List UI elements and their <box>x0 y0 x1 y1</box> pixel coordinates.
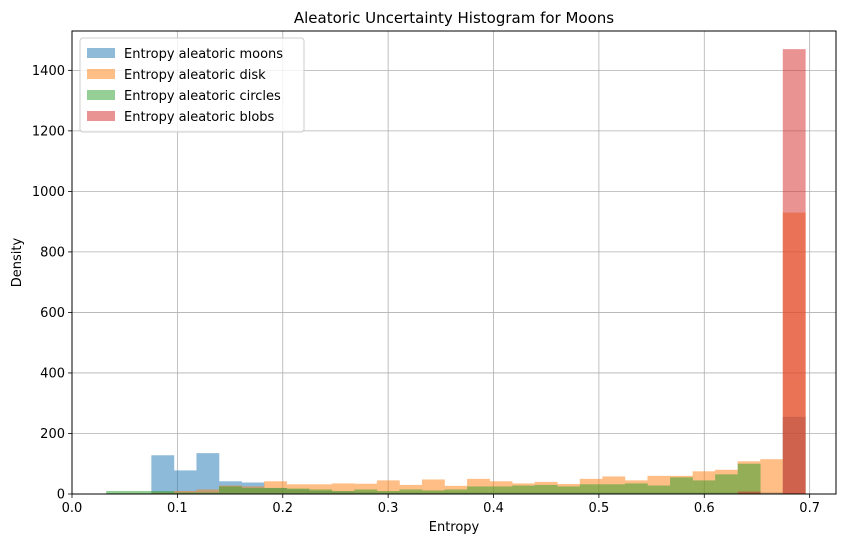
x-axis-label: Entropy <box>429 520 480 535</box>
histogram-bar <box>737 491 761 494</box>
legend-entry: Entropy aleatoric circles <box>124 89 281 104</box>
x-tick-label: 0.7 <box>799 501 820 516</box>
legend-swatch <box>87 111 115 121</box>
y-tick-label: 0 <box>57 488 65 503</box>
histogram-bar <box>534 484 558 494</box>
histogram-bar <box>173 470 197 494</box>
y-tick-label: 800 <box>40 245 65 260</box>
histogram-bar <box>219 486 242 494</box>
histogram-bar <box>489 486 513 494</box>
histogram-bar <box>512 485 536 494</box>
histogram-bar <box>737 463 761 494</box>
series-3-bars <box>737 49 806 495</box>
series-2-bars <box>106 463 761 494</box>
histogram-bar <box>128 490 152 494</box>
y-tick-label: 1000 <box>32 185 65 200</box>
histogram-bar <box>264 487 287 494</box>
legend-swatch <box>87 48 115 58</box>
legend-entry: Entropy aleatoric disk <box>124 68 266 83</box>
histogram-bar <box>309 484 333 494</box>
histogram-bar <box>331 483 355 494</box>
axis-ticks: 0.0 0.1 0.2 0.3 0.4 0.5 0.6 0.7 0 200 400 600 800 100… <box>32 64 820 516</box>
y-tick-label: 600 <box>40 306 65 321</box>
histogram-bar <box>173 492 197 494</box>
histogram-bar <box>354 489 378 494</box>
legend: Entropy aleatoric moons Entropy aleatoric… <box>79 37 305 133</box>
histogram-bar <box>151 490 175 494</box>
y-axis-label: Density <box>10 237 25 287</box>
x-tick-label: 0.3 <box>378 501 399 516</box>
histogram-bar <box>354 483 378 494</box>
y-tick-label: 400 <box>40 366 65 381</box>
x-tick-label: 0.1 <box>167 501 188 516</box>
chart-title: Aleatoric Uncertainty Histogram for Moon… <box>294 9 614 27</box>
histogram-bar <box>421 490 445 494</box>
histogram-bars <box>106 49 806 495</box>
histogram-bar <box>467 486 490 494</box>
histogram-bar <box>579 484 603 494</box>
legend-box <box>79 37 305 133</box>
histogram-bar <box>286 488 310 494</box>
histogram-bar <box>692 480 716 494</box>
histogram-bar <box>106 490 130 494</box>
histogram-bar <box>196 489 220 494</box>
histogram-bar <box>241 487 265 494</box>
histogram-bar <box>376 490 400 494</box>
y-tick-label: 1400 <box>32 64 65 79</box>
legend-swatch <box>87 90 115 100</box>
legend-entry: Entropy aleatoric moons <box>124 47 283 62</box>
y-tick-label: 1200 <box>32 124 65 139</box>
histogram-bar <box>196 453 220 494</box>
histogram-bar <box>399 489 423 494</box>
x-tick-label: 0.4 <box>483 501 504 516</box>
histogram-bar <box>670 477 693 494</box>
histogram-bar <box>444 489 468 494</box>
histogram-bar <box>196 492 220 494</box>
histogram-bar <box>557 486 581 494</box>
x-tick-label: 0.5 <box>589 501 610 516</box>
plot-frame <box>71 30 837 495</box>
legend-entry: Entropy aleatoric blobs <box>124 110 275 125</box>
y-tick-label: 200 <box>40 427 65 442</box>
histogram-bar <box>331 490 355 494</box>
x-tick-label: 0.2 <box>272 501 293 516</box>
x-tick-label: 0.0 <box>62 501 83 516</box>
histogram-bar <box>715 474 738 494</box>
legend-swatch <box>87 69 115 79</box>
histogram-bar <box>151 455 175 494</box>
histogram-bar <box>647 485 671 494</box>
histogram-bar <box>782 49 806 495</box>
histogram-bar <box>376 480 400 494</box>
x-tick-label: 0.6 <box>694 501 715 516</box>
histogram-bar <box>760 459 784 494</box>
histogram-bar <box>624 483 648 494</box>
histogram-bar <box>309 489 333 494</box>
histogram-bar <box>602 484 626 494</box>
